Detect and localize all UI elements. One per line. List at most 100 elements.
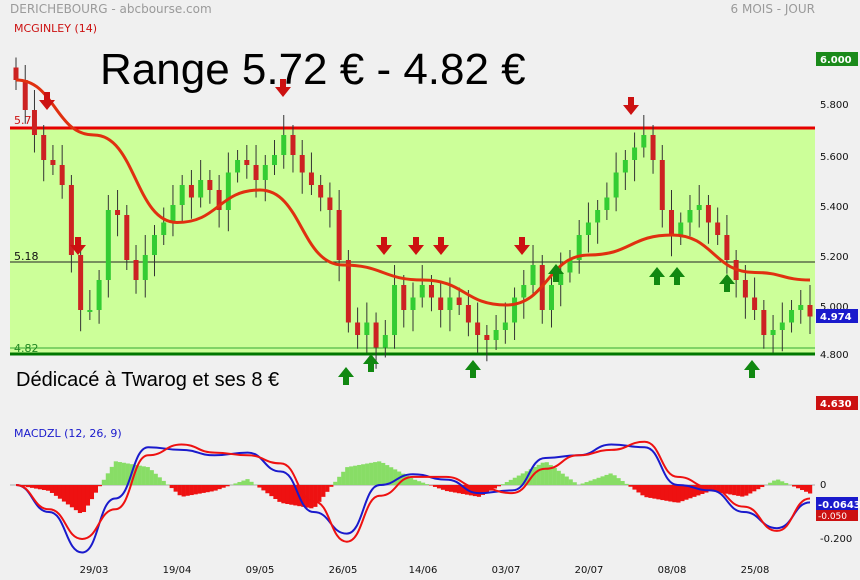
macd-histogram-bar bbox=[117, 462, 122, 485]
macd-histogram-bar bbox=[213, 485, 218, 491]
candle-body bbox=[475, 322, 481, 335]
candle-body bbox=[198, 180, 204, 198]
candle-body bbox=[31, 110, 37, 135]
macd-title: MACDZL (12, 26, 9) bbox=[14, 427, 122, 440]
candle-body bbox=[78, 255, 84, 310]
macd-histogram-bar bbox=[616, 478, 621, 485]
macd-histogram-bar bbox=[572, 482, 577, 485]
macd-histogram-bar bbox=[29, 485, 35, 488]
macd-histogram-bar bbox=[796, 485, 801, 489]
macd-histogram-bar bbox=[568, 479, 573, 485]
macd-tick-label: 0 bbox=[820, 480, 826, 491]
macd-histogram-bar bbox=[329, 485, 334, 487]
macd-histogram-bar bbox=[293, 485, 298, 506]
macd-histogram-bar bbox=[584, 482, 589, 485]
candle-body bbox=[161, 222, 167, 235]
buy-arrow-icon bbox=[649, 267, 665, 285]
macd-histogram-bar bbox=[349, 466, 354, 485]
macd-histogram-bar bbox=[776, 479, 781, 485]
macd-histogram-bar bbox=[656, 485, 661, 500]
macd-histogram-bar bbox=[704, 485, 709, 493]
macd-histogram-bar bbox=[49, 485, 55, 493]
candle-body bbox=[179, 185, 185, 205]
macd-histogram-bar bbox=[97, 485, 102, 487]
macd-histogram-bar bbox=[169, 485, 174, 489]
macd-histogram-bar bbox=[149, 470, 154, 485]
macd-histogram-bar bbox=[77, 485, 83, 514]
candle-body bbox=[447, 297, 453, 310]
candle-body bbox=[299, 155, 305, 173]
macd-histogram-bar bbox=[377, 461, 382, 485]
macd-histogram-bar bbox=[261, 485, 266, 491]
bottom-price-badge-text: 4.630 bbox=[820, 399, 852, 410]
macd-histogram-bar bbox=[452, 485, 458, 493]
macd-histogram-bar bbox=[808, 485, 813, 494]
macd-histogram-bar bbox=[265, 485, 270, 494]
macd-histogram-bar bbox=[245, 479, 250, 485]
level-572-label: 5.7 bbox=[14, 114, 32, 127]
price-tick-label: 5.600 bbox=[820, 152, 849, 163]
macd-histogram-bar bbox=[560, 473, 565, 485]
x-tick-label: 26/05 bbox=[329, 565, 358, 576]
candle-body bbox=[659, 160, 665, 210]
macd-histogram-bar bbox=[157, 477, 162, 485]
macd-tick-label: -0.200 bbox=[820, 534, 852, 545]
macd-histogram-bar bbox=[201, 485, 206, 493]
macd-histogram-bar bbox=[608, 473, 613, 485]
macd-histogram-bar bbox=[728, 485, 733, 495]
candle-body bbox=[724, 235, 730, 260]
macd-histogram-bar bbox=[680, 485, 685, 502]
macd-histogram-bar bbox=[33, 485, 39, 489]
macd-histogram-bar bbox=[432, 485, 438, 487]
candle-body bbox=[622, 160, 628, 173]
sell-arrow-icon bbox=[39, 92, 55, 110]
x-tick-label: 14/06 bbox=[409, 565, 438, 576]
macd-histogram-bar bbox=[732, 485, 737, 496]
macd-histogram-bar bbox=[393, 469, 398, 485]
macd-histogram-bar bbox=[101, 479, 106, 485]
candle-body bbox=[392, 285, 398, 335]
macd-histogram-bar bbox=[520, 473, 525, 485]
candle-body bbox=[465, 305, 471, 323]
macd-histogram-bar bbox=[37, 485, 43, 490]
macd-histogram-bar bbox=[536, 464, 541, 485]
macd-signal-line bbox=[15, 440, 811, 543]
macd-histogram-bar bbox=[185, 485, 190, 496]
candle-body bbox=[428, 285, 434, 298]
x-tick-label: 20/07 bbox=[575, 565, 604, 576]
macd-histogram-bar bbox=[720, 485, 725, 493]
macd-histogram-bar bbox=[57, 485, 63, 499]
macd-histogram-bar bbox=[317, 485, 322, 502]
macd-histogram-bar bbox=[668, 485, 673, 502]
candle-body bbox=[262, 165, 268, 180]
sell-arrow-icon bbox=[376, 237, 392, 255]
macd-histogram-bar bbox=[225, 485, 230, 487]
x-tick-label: 09/05 bbox=[246, 565, 275, 576]
macd-histogram-bar bbox=[460, 485, 466, 494]
top-price-badge-text: 6.000 bbox=[820, 55, 852, 66]
sell-arrow-icon bbox=[514, 237, 530, 255]
candle-body bbox=[512, 297, 518, 323]
macd-histogram-bar bbox=[744, 485, 749, 496]
candle-body bbox=[493, 330, 499, 340]
macd-histogram-bar bbox=[133, 464, 138, 485]
macd-histogram-bar bbox=[592, 479, 597, 485]
candle-body bbox=[715, 222, 721, 235]
macd-histogram-bar bbox=[341, 471, 346, 485]
buy-arrow-icon bbox=[744, 360, 760, 378]
macd-histogram-bar bbox=[277, 485, 282, 502]
candle-body bbox=[576, 235, 582, 260]
macd-histogram-bar bbox=[604, 474, 609, 485]
indicator-label: MCGINLEY (14) bbox=[14, 22, 97, 35]
macd-histogram-bar bbox=[736, 485, 741, 496]
macd-blue-badge-text: -0.0643 bbox=[818, 500, 860, 511]
candle-body bbox=[595, 210, 601, 223]
macd-histogram-bar bbox=[177, 485, 182, 496]
mcginley-line bbox=[15, 78, 811, 307]
macd-histogram-bar bbox=[237, 481, 242, 485]
candle-body bbox=[355, 322, 361, 335]
macd-histogram-bar bbox=[53, 485, 59, 496]
buy-arrow-icon bbox=[338, 367, 354, 385]
macd-histogram-bar bbox=[652, 485, 657, 499]
candle-body bbox=[678, 222, 684, 235]
